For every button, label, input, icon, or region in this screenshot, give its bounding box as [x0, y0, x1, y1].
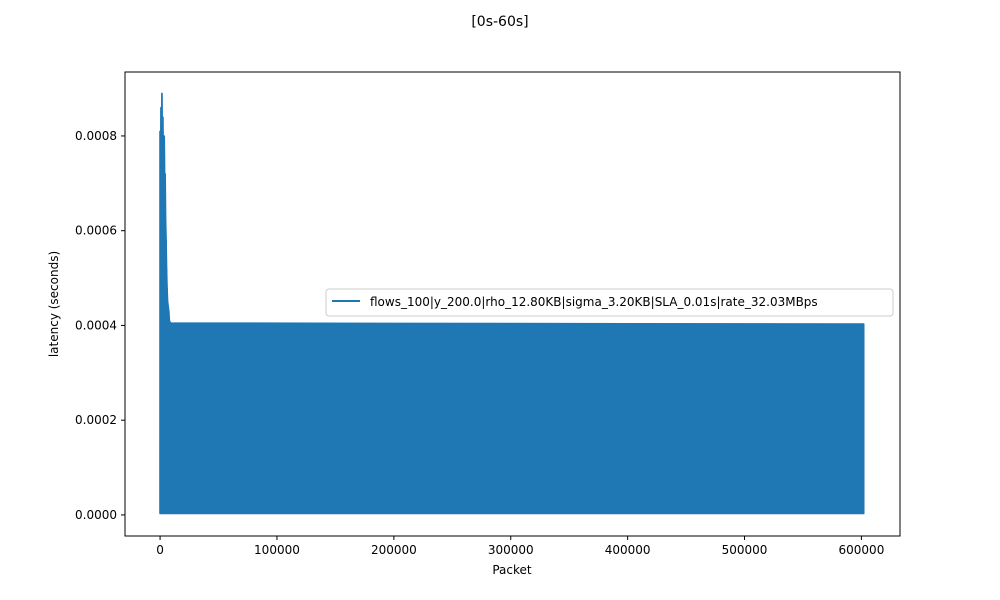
y-axis: 0.0000 0.0002 0.0004 0.0006 0.0008: [75, 129, 125, 522]
x-tick-label: 0: [156, 543, 164, 557]
y-tick-label: 0.0002: [75, 413, 117, 427]
chart-title: [0s-60s]: [471, 14, 528, 30]
plot-content: [159, 92, 865, 515]
x-tick-label: 500000: [722, 543, 768, 557]
series-latency-spikes: [159, 93, 172, 514]
y-tick-label: 0.0006: [75, 224, 117, 238]
x-tick-label: 200000: [371, 543, 417, 557]
y-tick-label: 0.0004: [75, 318, 117, 332]
y-axis-label: latency (seconds): [47, 251, 61, 357]
legend: flows_100|y_200.0|rho_12.80KB|sigma_3.20…: [325, 288, 894, 317]
plot-frame: [124, 71, 901, 537]
legend-frame: [325, 288, 894, 317]
x-tick-label: 400000: [605, 543, 651, 557]
x-tick-label: 100000: [254, 543, 300, 557]
y-tick-label: 0.0008: [75, 129, 117, 143]
x-tick-label: 600000: [839, 543, 885, 557]
x-axis: 0 100000 200000 300000 400000 500000 600000: [156, 536, 884, 557]
y-tick-label: 0.0000: [75, 508, 117, 522]
x-tick-label: 300000: [488, 543, 534, 557]
legend-series-label: flows_100|y_200.0|rho_12.80KB|sigma_3.20…: [370, 295, 818, 309]
x-axis-label: Packet: [492, 563, 532, 577]
